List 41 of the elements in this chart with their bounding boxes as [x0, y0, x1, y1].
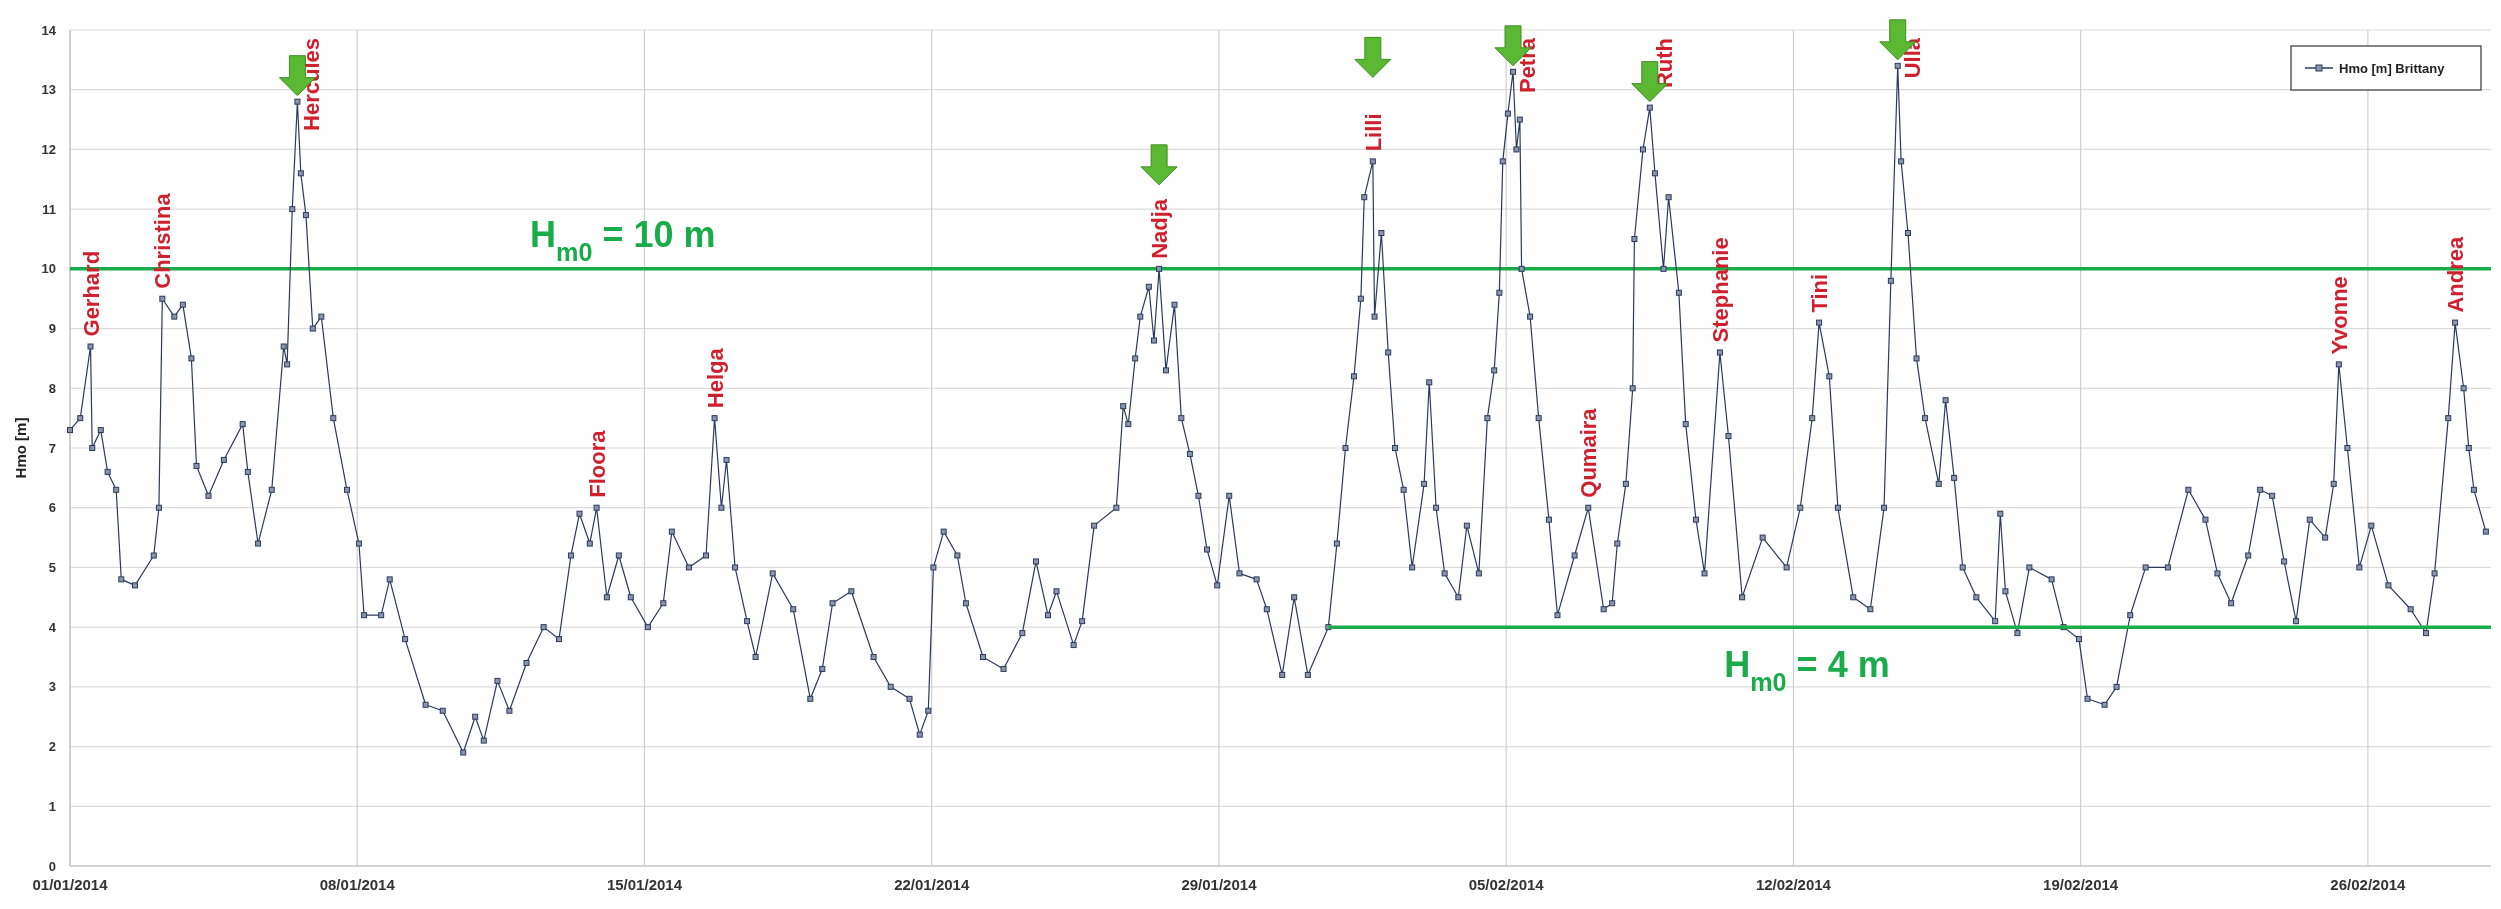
annotation: Nadja: [1147, 198, 1173, 259]
y-tick-label: 11: [42, 201, 56, 217]
annotation: Stephanie: [1707, 237, 1733, 343]
y-tick-label: 1: [48, 798, 56, 814]
annotation: Helga: [702, 347, 728, 409]
y-tick-label: 13: [41, 82, 56, 98]
y-tick-label: 0: [48, 858, 56, 874]
y-tick-label: 4: [48, 619, 57, 635]
y-tick-label: 14: [41, 22, 57, 38]
y-tick-label: 5: [48, 559, 56, 575]
x-tick-label: 01/01/2014: [32, 876, 109, 893]
annotation: Gerhard: [78, 250, 104, 337]
y-tick-label: 9: [48, 321, 56, 337]
x-tick-label: 15/01/2014: [606, 876, 683, 893]
y-tick-label: 6: [48, 500, 56, 516]
x-tick-label: 26/02/2014: [2330, 876, 2407, 893]
x-tick-label: 12/02/2014: [1755, 876, 1832, 893]
y-tick-label: 10: [41, 261, 56, 277]
series-label: H$_{m0}$ = 4 m: [1724, 644, 1890, 697]
annotation: Floora: [584, 429, 610, 498]
legend-label: Hmo [m] Brittany: [2339, 60, 2446, 76]
annotation: Christina: [150, 192, 176, 289]
x-tick-label: 29/01/2014: [1181, 876, 1258, 893]
annotation: Andrea: [2443, 236, 2469, 313]
x-tick-label: 19/02/2014: [2043, 876, 2119, 893]
annotation: Tini: [1807, 273, 1833, 313]
y-axis-title: Hmo [m]: [12, 417, 29, 479]
ref-line-label: H$_{m0}$ = 10 m: [529, 213, 716, 266]
annotation: Ruth: [1651, 38, 1677, 89]
annotation: Petra: [1515, 37, 1541, 94]
y-tick-label: 12: [41, 141, 56, 157]
y-tick-label: 7: [48, 440, 56, 456]
annotation: Yvonne: [2326, 276, 2352, 355]
x-tick-label: 05/02/2014: [1468, 876, 1545, 893]
x-tick-label: 22/01/2014: [894, 876, 970, 893]
annotation: Qumaira: [1576, 407, 1602, 498]
annotation: Lilli: [1360, 113, 1386, 152]
y-tick-label: 8: [48, 380, 56, 396]
y-tick-label: 3: [48, 679, 56, 695]
x-tick-label: 08/01/2014: [319, 876, 396, 893]
y-tick-label: 2: [48, 739, 56, 755]
